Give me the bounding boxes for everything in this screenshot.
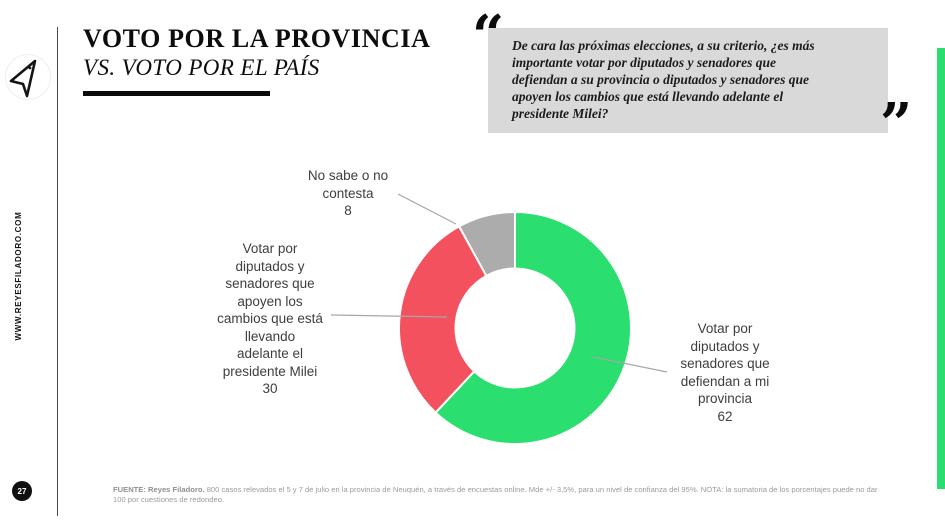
website-vertical-text: WWW.REYESFILADORO.COM [14, 211, 23, 341]
donut-segment-2 [457, 210, 516, 278]
title-block: VOTO POR LA PROVINCIA VS. VOTO POR EL PA… [83, 24, 483, 82]
footer-source-text: 800 casos relevados el 5 y 7 de julio en… [113, 485, 878, 504]
leader-line-no-sabe [397, 193, 457, 225]
donut-segment-1 [398, 224, 488, 414]
slide-title: VOTO POR LA PROVINCIA [83, 24, 431, 53]
slide-subtitle: VS. VOTO POR EL PAÍS [83, 55, 320, 80]
footer-source-label: FUENTE: Reyes Filadoro. [113, 485, 205, 494]
leader-line-provincia [592, 356, 668, 373]
chart-label-no-sabe: No sabe o no contesta 8 [307, 168, 389, 218]
chart-label-defiendan-provincia: Votar por diputados y senadores que defi… [680, 321, 770, 424]
donut-chart [330, 193, 668, 445]
footer-source: FUENTE: Reyes Filadoro. 800 casos releva… [113, 485, 891, 505]
donut-segment-0 [434, 210, 632, 445]
chart-label-apoyen-milei: Votar por diputados y senadores que apoy… [217, 241, 323, 396]
question-quote-box: De cara las próximas elecciones, a su cr… [488, 28, 888, 133]
leader-line-milei [330, 314, 448, 318]
green-accent-bar [937, 48, 945, 489]
brand-logo [5, 54, 51, 100]
page-number-badge: 27 [12, 481, 32, 501]
close-quote-icon: ” [880, 91, 913, 157]
question-text: De cara las próximas elecciones, a su cr… [512, 38, 815, 121]
sidebar-divider [57, 27, 58, 516]
title-underline [83, 91, 270, 96]
